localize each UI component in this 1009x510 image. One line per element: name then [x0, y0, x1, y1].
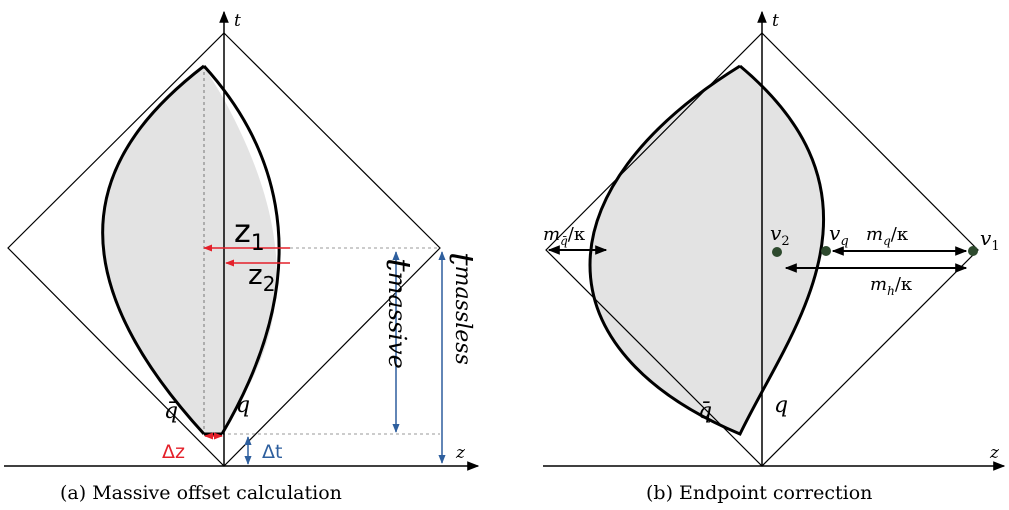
z-axis-label-a: z [455, 443, 466, 463]
t-massless-label: tmassless [441, 252, 481, 365]
vq-label: vq [829, 221, 849, 249]
t-axis-label-a: t [234, 11, 241, 31]
m-qbar-label: mq̄/κ [543, 224, 586, 248]
caption-b: (b) Endpoint correction [646, 482, 872, 504]
z-axis-label-b: z [989, 443, 1000, 463]
antiquark-label-b: q̄ [698, 399, 712, 424]
v2-label: v2 [770, 221, 790, 249]
z2-label: z2 [248, 258, 275, 296]
z1-label: z1 [234, 212, 265, 256]
shaded-region-a [102, 66, 277, 434]
quark-label-b: q [774, 393, 788, 418]
delta-t-label: Δt [262, 441, 282, 463]
m-h-label: mh/κ [870, 274, 913, 298]
caption-a: (a) Massive offset calculation [60, 482, 342, 504]
delta-z-label: Δz [162, 441, 185, 463]
string-worldline-a [101, 64, 281, 436]
quark-label-a: q [236, 393, 250, 418]
vertex-vq [821, 246, 831, 256]
panel-a: t z z1 z2 tmassive tmassless Δz Δt q̄ q … [4, 10, 481, 504]
panel-b: t z mq̄/κ v2 vq v1 mq/κ mh/κ q̄ [543, 10, 1006, 504]
m-q-label: mq/κ [866, 224, 909, 248]
vertex-v2 [772, 247, 782, 257]
vertex-v1 [968, 246, 978, 256]
shaded-region-b [590, 66, 824, 434]
v1-label: v1 [980, 226, 1000, 254]
antiquark-label-a: q̄ [164, 399, 178, 424]
t-axis-label-b: t [772, 11, 779, 31]
string-worldline-b [588, 64, 826, 436]
t-massive-label: tmassive [378, 258, 418, 369]
